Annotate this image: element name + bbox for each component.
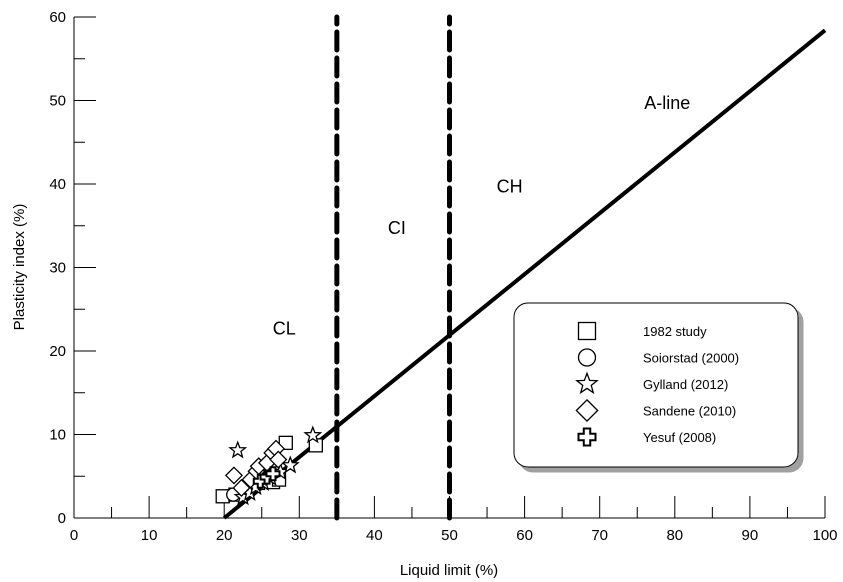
x-tick-label: 90 [742,527,759,544]
region-label: CL [273,318,296,338]
x-tick-label: 60 [516,527,533,544]
y-tick-label: 30 [49,260,66,277]
data-point [232,478,251,497]
data-point [224,466,244,485]
reference-lines [222,14,827,521]
legend-label: Gylland (2012) [643,377,728,392]
x-tick-label: 80 [666,527,683,544]
x-tick-label: 40 [366,527,383,544]
y-tick-label: 0 [58,510,66,527]
legend: 1982 study Soiorstad (2000) Gylland (2012)… [513,302,799,468]
data-point [577,321,597,341]
legend-box [513,302,799,468]
data-point [265,466,281,482]
region-label: CH [497,176,523,196]
data-point [575,371,599,395]
y-tick-label: 40 [49,176,66,193]
legend-label: Yesuf (2008) [643,430,716,445]
legend-label: 1982 study [643,324,707,339]
y-tick-label: 50 [49,93,66,110]
x-tick-label: 10 [141,527,158,544]
region-label: A-line [644,93,690,113]
x-axis-title: Liquid limit (%) [400,562,498,579]
data-point [577,348,597,367]
y-tick-label: 20 [49,343,66,360]
data-point [575,398,599,423]
data-point [577,427,597,447]
y-axis-title: Plasticity index (%) [11,204,28,331]
x-tick-label: 20 [216,527,233,544]
region-label: CI [388,218,406,238]
x-tick-label: 30 [291,527,308,544]
data-point [280,455,300,474]
y-tick-label: 10 [49,427,66,444]
region-labels: CL CI CH A-line [273,93,691,338]
a-line [222,28,827,520]
x-tick-label: 70 [591,527,608,544]
data-point [278,435,293,451]
data-point [303,425,323,444]
x-tick-label: 0 [70,527,78,544]
data-points [215,425,323,506]
legend-label: Sandene (2010) [643,404,736,419]
data-point [269,450,288,469]
x-tick-label: 100 [812,527,837,544]
data-point [228,440,248,459]
legend-label: Soiorstad (2000) [643,351,739,366]
y-tick-label: 60 [49,9,66,26]
x-tick-label: 50 [441,527,458,544]
